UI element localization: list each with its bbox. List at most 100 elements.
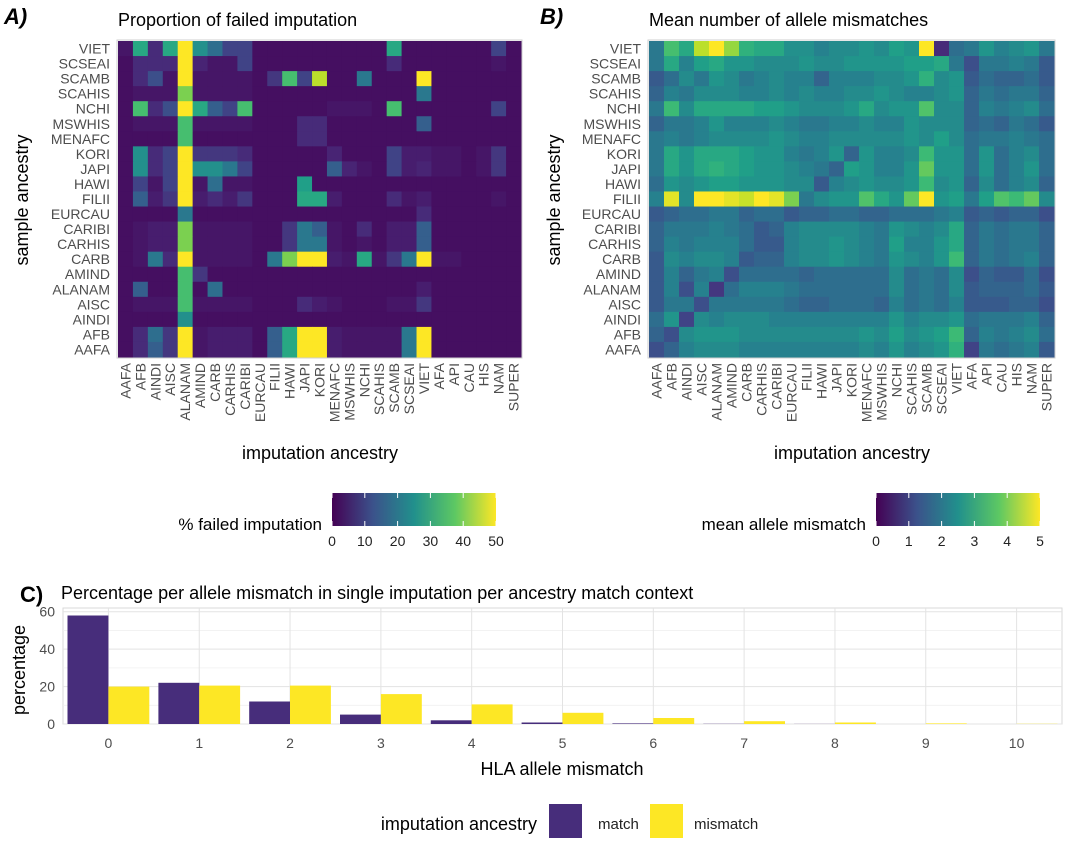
heatmap-cell xyxy=(679,341,695,358)
heatmap-cell xyxy=(994,41,1010,57)
heatmap-cell xyxy=(724,146,740,162)
heatmap-cell xyxy=(934,71,950,87)
panel-b-ylabel: sample ancestry xyxy=(544,134,564,265)
heatmap-cell xyxy=(222,41,238,57)
heatmap-cell xyxy=(162,86,179,102)
heatmap-cell xyxy=(282,116,298,132)
heatmap-cell xyxy=(649,311,665,328)
heatmap-cell xyxy=(312,41,328,57)
heatmap-cell xyxy=(844,131,860,147)
heatmap-cell xyxy=(664,251,680,268)
heatmap-cell xyxy=(132,86,149,102)
heatmap-cell xyxy=(1009,251,1025,268)
heatmap-cell xyxy=(282,161,298,177)
y-tick-label: MSWHIS xyxy=(583,116,641,132)
heatmap-cell xyxy=(844,281,860,298)
heatmap-cell xyxy=(739,221,755,238)
heatmap-cell xyxy=(341,281,358,298)
x-tick-label: 7 xyxy=(740,735,748,751)
y-tick-label: CARB xyxy=(71,251,110,267)
heatmap-cell xyxy=(814,86,830,102)
heatmap-cell xyxy=(371,41,388,57)
heatmap-cell xyxy=(769,176,785,192)
y-tick-label: SCSEAI xyxy=(590,56,641,72)
heatmap-cell xyxy=(709,161,725,177)
heatmap-cell xyxy=(252,326,268,343)
heatmap-cell xyxy=(769,266,785,283)
heatmap-cell xyxy=(964,131,980,147)
heatmap-cell xyxy=(919,131,935,147)
bar-match xyxy=(67,615,109,724)
heatmap-cell xyxy=(784,176,800,192)
heatmap-cell xyxy=(282,86,298,102)
heatmap-cell xyxy=(679,41,695,57)
heatmap-cell xyxy=(297,56,313,72)
panel-a-colorbar-gradient xyxy=(332,493,496,526)
heatmap-cell xyxy=(919,71,935,87)
heatmap-cell xyxy=(889,191,905,208)
heatmap-cell xyxy=(664,311,680,328)
heatmap-cell xyxy=(401,116,418,132)
heatmap-cell xyxy=(371,176,388,192)
heatmap-cell xyxy=(297,161,313,177)
heatmap-cell xyxy=(904,161,920,177)
heatmap-cell xyxy=(799,221,815,238)
heatmap-cell xyxy=(934,41,950,57)
heatmap-cell xyxy=(964,236,980,253)
heatmap-cell xyxy=(118,101,134,117)
heatmap-cell xyxy=(446,191,462,208)
heatmap-cell xyxy=(829,131,845,147)
heatmap-cell xyxy=(664,296,680,313)
heatmap-cell xyxy=(874,236,890,253)
heatmap-cell xyxy=(784,281,800,298)
heatmap-cell xyxy=(326,206,343,223)
heatmap-cell xyxy=(132,71,149,87)
heatmap-cell xyxy=(694,176,710,192)
heatmap-cell xyxy=(814,131,830,147)
heatmap-cell xyxy=(386,86,403,102)
heatmap-cell xyxy=(252,266,268,283)
heatmap-cell xyxy=(491,161,507,177)
heatmap-cell xyxy=(769,71,785,87)
heatmap-cell xyxy=(401,161,418,177)
heatmap-cell xyxy=(416,176,432,192)
heatmap-cell xyxy=(461,296,477,313)
heatmap-cell xyxy=(979,326,995,343)
heatmap-cell xyxy=(267,236,283,253)
heatmap-cell xyxy=(341,116,358,132)
heatmap-cell xyxy=(664,236,680,253)
heatmap-cell xyxy=(649,146,665,162)
heatmap-cell xyxy=(724,131,740,147)
heatmap-cell xyxy=(192,221,209,238)
heatmap-cell xyxy=(814,101,830,117)
heatmap-cell xyxy=(506,296,522,313)
y-tick-label: AMIND xyxy=(65,266,110,282)
x-tick-label: CARHIS xyxy=(222,363,238,416)
heatmap-cell xyxy=(1009,341,1025,358)
heatmap-cell xyxy=(192,326,209,343)
heatmap-cell xyxy=(162,251,179,268)
heatmap-cell xyxy=(1024,251,1040,268)
heatmap-cell xyxy=(356,131,373,147)
heatmap-cell xyxy=(1039,146,1055,162)
heatmap-cell xyxy=(679,296,695,313)
heatmap-cell xyxy=(754,131,770,147)
heatmap-cell xyxy=(118,281,134,298)
heatmap-cell xyxy=(964,296,980,313)
heatmap-cell xyxy=(192,41,209,57)
heatmap-cell xyxy=(431,56,447,72)
heatmap-cell xyxy=(904,101,920,117)
heatmap-cell xyxy=(1009,311,1025,328)
heatmap-cell xyxy=(1039,131,1055,147)
heatmap-cell xyxy=(754,56,770,72)
heatmap-cell xyxy=(416,41,432,57)
heatmap-cell xyxy=(297,266,313,283)
heatmap-cell xyxy=(859,281,875,298)
heatmap-cell xyxy=(267,131,283,147)
heatmap-cell xyxy=(326,176,343,192)
heatmap-cell xyxy=(769,341,785,358)
y-tick-label: VIET xyxy=(610,41,642,57)
heatmap-cell xyxy=(401,206,418,223)
heatmap-cell xyxy=(341,206,358,223)
heatmap-cell xyxy=(147,206,164,223)
